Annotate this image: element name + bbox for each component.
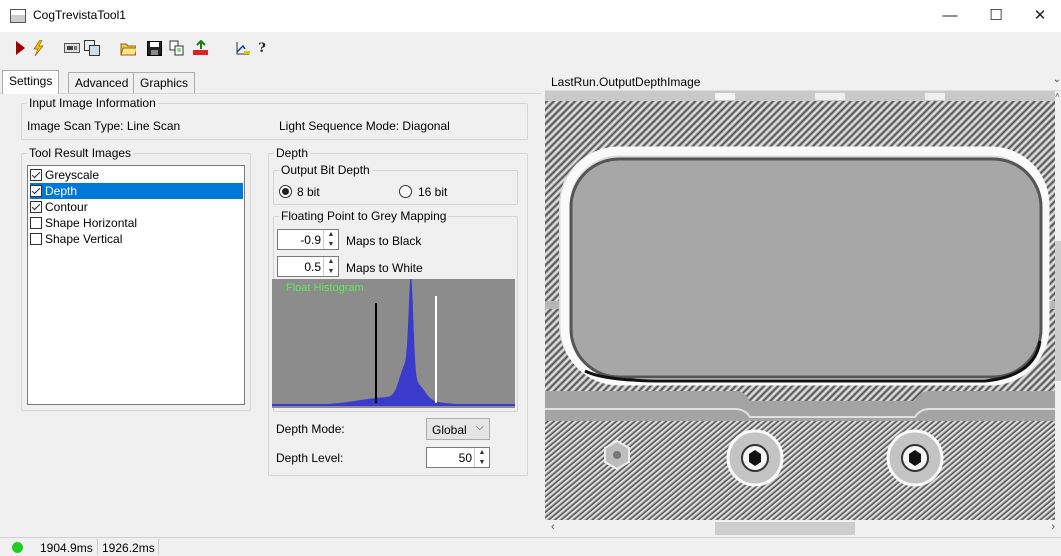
stepper-up-icon[interactable]: ▲ xyxy=(327,231,335,238)
hole-left xyxy=(604,439,630,471)
maps-to-black-label: Maps to Black xyxy=(346,234,422,248)
grey-mapping-legend: Floating Point to Grey Mapping xyxy=(281,209,447,223)
status-time-2: 1926.2ms xyxy=(102,541,155,555)
scroll-up-icon[interactable]: ˄ xyxy=(1055,91,1060,100)
open-folder-icon[interactable] xyxy=(120,40,136,56)
image-view-header: LastRun.OutputDepthImage ⌄ xyxy=(545,72,1061,91)
minimize-button[interactable]: — xyxy=(942,7,958,24)
chevron-down-icon[interactable]: ⌄ xyxy=(1052,74,1061,85)
list-item-label: Shape Vertical xyxy=(45,232,123,246)
radio-16bit[interactable] xyxy=(399,185,412,198)
depth-mode-select[interactable]: Global ⌵ xyxy=(426,418,490,440)
depth-mode-value: Global xyxy=(432,423,467,437)
close-button[interactable]: ✕ xyxy=(1033,7,1047,24)
list-item-label: Depth xyxy=(45,184,78,198)
list-item-shape-horizontal[interactable]: Shape Horizontal xyxy=(30,215,243,231)
reset-icon[interactable] xyxy=(192,40,208,56)
float-histogram: Float Histogram xyxy=(272,279,515,408)
tab-advanced[interactable]: Advanced xyxy=(68,72,136,93)
stepper-down-icon[interactable]: ▼ xyxy=(327,240,335,248)
radio-8bit-label: 8 bit xyxy=(297,185,320,199)
list-item-label: Contour xyxy=(45,200,88,214)
list-item-label: Shape Horizontal xyxy=(45,216,138,230)
electric-run-icon[interactable] xyxy=(30,40,46,56)
save-icon[interactable] xyxy=(146,40,162,56)
list-item-greyscale[interactable]: Greyscale xyxy=(30,167,243,183)
maximize-button[interactable]: ☐ xyxy=(989,7,1003,24)
histogram-distribution xyxy=(272,279,515,405)
result-images-legend: Tool Result Images xyxy=(29,146,132,160)
status-bar: 1904.9ms 1926.2ms xyxy=(0,537,1061,556)
greyscale-checkbox[interactable] xyxy=(30,169,42,181)
depth-level-label: Depth Level: xyxy=(276,451,344,465)
hole-middle xyxy=(726,429,784,487)
list-item-contour[interactable]: Contour xyxy=(30,199,243,215)
shape-horizontal-checkbox[interactable] xyxy=(30,217,42,229)
horizontal-scrollbar[interactable]: ‹ › xyxy=(545,520,1061,537)
vertical-scrollbar[interactable]: ˄ xyxy=(1055,91,1061,520)
input-image-info-legend: Input Image Information xyxy=(29,96,156,110)
result-images-group: Tool Result Images xyxy=(21,146,251,411)
scroll-left-icon[interactable]: ‹ xyxy=(551,521,555,533)
image-view-title: LastRun.OutputDepthImage xyxy=(551,75,701,89)
graphics-icon[interactable] xyxy=(235,40,251,56)
help-icon[interactable]: ? xyxy=(258,40,266,56)
hole-right xyxy=(886,429,944,487)
maps-to-black-value: -0.9 xyxy=(300,233,321,247)
depth-level-value: 50 xyxy=(458,451,472,465)
maps-to-white-value: 0.5 xyxy=(304,260,321,274)
title-bar: CogTrevistaTool1 — ☐ ✕ xyxy=(0,0,1061,32)
radio-16bit-label: 16 bit xyxy=(418,185,448,199)
result-images-list[interactable]: Greyscale Depth Contour Shape Horizontal… xyxy=(27,165,245,405)
depth-group: Depth xyxy=(268,146,528,476)
light-sequence-label: Light Sequence Mode: Diagonal xyxy=(279,119,450,133)
depth-checkbox[interactable] xyxy=(30,185,42,197)
contour-checkbox[interactable] xyxy=(30,201,42,213)
tab-settings[interactable]: Settings xyxy=(2,70,60,94)
list-item-shape-vertical[interactable]: Shape Vertical xyxy=(30,231,243,247)
depth-legend: Depth xyxy=(276,146,309,160)
window-title: CogTrevistaTool1 xyxy=(33,8,126,22)
depth-mode-label: Depth Mode: xyxy=(276,422,345,436)
status-indicator-icon xyxy=(12,542,23,553)
chevron-down-icon: ⌵ xyxy=(475,421,484,433)
stepper-down-icon[interactable]: ▼ xyxy=(327,267,335,275)
list-item-depth[interactable]: Depth xyxy=(30,183,243,199)
app-icon xyxy=(10,9,26,23)
maps-to-white-stepper[interactable]: 0.5 ▲ ▼ xyxy=(277,256,339,277)
output-bit-depth-legend: Output Bit Depth xyxy=(281,163,370,177)
stepper-up-icon[interactable]: ▲ xyxy=(478,449,486,456)
tab-graphics[interactable]: Graphics xyxy=(133,72,196,93)
maps-to-black-stepper[interactable]: -0.9 ▲ ▼ xyxy=(277,229,339,250)
status-divider xyxy=(158,539,159,555)
stepper-down-icon[interactable]: ▼ xyxy=(478,458,486,466)
output-bit-depth-group: Output Bit Depth xyxy=(273,163,518,205)
input-image-info-group: Input Image Information xyxy=(21,96,528,140)
stepper-up-icon[interactable]: ▲ xyxy=(327,258,335,265)
list-item-label: Greyscale xyxy=(45,168,100,182)
histogram-label: Float Histogram xyxy=(286,282,364,294)
run-icon[interactable] xyxy=(12,40,28,56)
local-image-icon[interactable] xyxy=(84,40,100,56)
scroll-right-icon[interactable]: › xyxy=(1051,521,1055,533)
copy-icon[interactable] xyxy=(169,40,185,56)
depth-image-display[interactable] xyxy=(545,91,1055,520)
horizontal-scroll-thumb[interactable] xyxy=(715,522,855,535)
depth-level-stepper[interactable]: 50 ▲ ▼ xyxy=(426,447,490,468)
vertical-scroll-thumb[interactable] xyxy=(1055,241,1061,381)
scan-type-label: Image Scan Type: Line Scan xyxy=(27,119,181,133)
radio-8bit[interactable] xyxy=(279,185,292,198)
status-divider xyxy=(97,539,98,555)
maps-to-white-label: Maps to White xyxy=(346,261,423,275)
shape-vertical-checkbox[interactable] xyxy=(30,233,42,245)
display-icon[interactable] xyxy=(64,40,80,56)
status-time-1: 1904.9ms xyxy=(40,541,93,555)
